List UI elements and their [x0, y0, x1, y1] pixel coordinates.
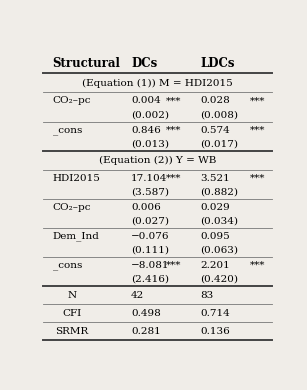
- Text: HDI2015: HDI2015: [53, 174, 100, 183]
- Text: DCs: DCs: [131, 57, 157, 69]
- Text: 0.136: 0.136: [200, 327, 230, 336]
- Text: 0.281: 0.281: [131, 327, 161, 336]
- Text: LDCs: LDCs: [200, 57, 235, 69]
- Text: 0.714: 0.714: [200, 309, 230, 318]
- Text: (0.420): (0.420): [200, 275, 238, 284]
- Text: CO₂–pc: CO₂–pc: [53, 96, 91, 105]
- Text: ***: ***: [166, 261, 181, 270]
- Text: (0.063): (0.063): [200, 246, 238, 255]
- Text: (0.013): (0.013): [131, 140, 169, 149]
- Text: ***: ***: [250, 96, 266, 105]
- Text: ***: ***: [250, 261, 266, 270]
- Text: (2.416): (2.416): [131, 275, 169, 284]
- Text: 2.201: 2.201: [200, 261, 230, 270]
- Text: ***: ***: [250, 174, 266, 183]
- Text: (0.111): (0.111): [131, 246, 169, 255]
- Text: ***: ***: [250, 126, 266, 135]
- Text: CO₂–pc: CO₂–pc: [53, 203, 91, 212]
- Text: (0.008): (0.008): [200, 111, 238, 120]
- Text: 0.028: 0.028: [200, 96, 230, 105]
- Text: 3.521: 3.521: [200, 174, 230, 183]
- Text: 42: 42: [131, 291, 144, 300]
- Text: Structural: Structural: [53, 57, 121, 69]
- Text: (Equation (2)) Y = WB: (Equation (2)) Y = WB: [99, 156, 216, 165]
- Text: 83: 83: [200, 291, 213, 300]
- Text: _cons: _cons: [53, 261, 82, 270]
- Text: SRMR: SRMR: [55, 327, 88, 336]
- Text: 0.029: 0.029: [200, 203, 230, 212]
- Text: −8.081: −8.081: [131, 261, 170, 270]
- Text: (0.027): (0.027): [131, 217, 169, 226]
- Text: 0.095: 0.095: [200, 232, 230, 241]
- Text: 0.498: 0.498: [131, 309, 161, 318]
- Text: (0.017): (0.017): [200, 140, 238, 149]
- Text: 0.846: 0.846: [131, 126, 161, 135]
- Text: ***: ***: [166, 174, 181, 183]
- Text: (3.587): (3.587): [131, 188, 169, 197]
- Text: _cons: _cons: [53, 126, 82, 135]
- Text: (0.034): (0.034): [200, 217, 238, 226]
- Text: 0.004: 0.004: [131, 96, 161, 105]
- Text: ***: ***: [166, 96, 181, 105]
- Text: CFI: CFI: [62, 309, 81, 318]
- Text: N: N: [67, 291, 76, 300]
- Text: 0.006: 0.006: [131, 203, 161, 212]
- Text: 0.574: 0.574: [200, 126, 230, 135]
- Text: (0.002): (0.002): [131, 111, 169, 120]
- Text: ***: ***: [166, 126, 181, 135]
- Text: −0.076: −0.076: [131, 232, 170, 241]
- Text: (Equation (1)) M = HDI2015: (Equation (1)) M = HDI2015: [82, 79, 233, 88]
- Text: 17.104: 17.104: [131, 174, 168, 183]
- Text: (0.882): (0.882): [200, 188, 238, 197]
- Text: Dem_Ind: Dem_Ind: [53, 231, 99, 241]
